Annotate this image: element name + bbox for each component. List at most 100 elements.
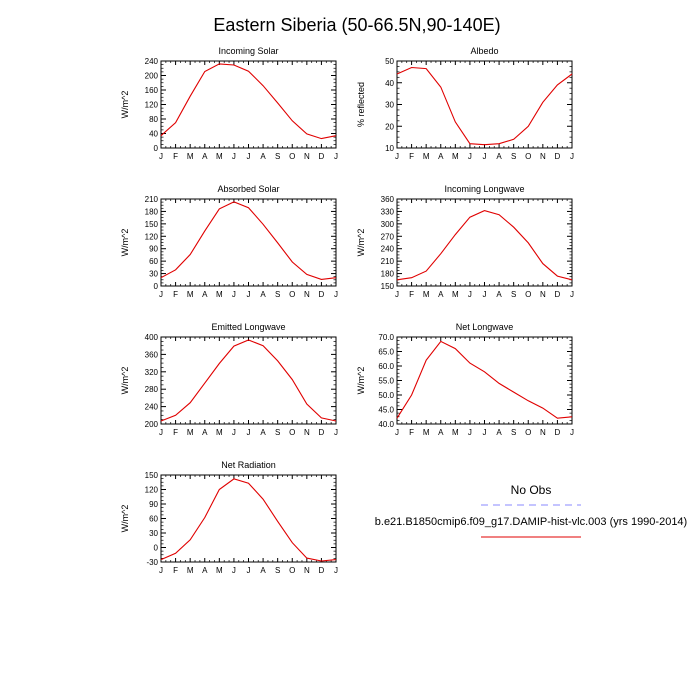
y-tick-label: 30 — [385, 101, 394, 110]
y-axis-label: W/m^2 — [120, 367, 130, 395]
y-tick-label: 150 — [381, 282, 395, 291]
panel-title: Incoming Solar — [218, 46, 278, 56]
y-tick-label: 50 — [385, 57, 394, 66]
series-line — [396, 340, 573, 419]
x-tick-label: J — [159, 290, 163, 299]
x-tick-label: M — [216, 290, 223, 299]
x-tick-label: N — [304, 290, 310, 299]
x-tick-label: O — [289, 290, 295, 299]
y-tick-label: 240 — [145, 57, 159, 66]
y-tick-label: 200 — [145, 72, 159, 81]
y-tick-label: 10 — [385, 144, 394, 153]
y-tick-label: 300 — [381, 220, 395, 229]
x-tick-label: D — [555, 428, 561, 437]
series-line — [160, 339, 337, 422]
x-tick-label: J — [232, 152, 236, 161]
x-tick-label: F — [173, 290, 178, 299]
x-tick-label: A — [202, 152, 208, 161]
figure-title: Eastern Siberia (50-66.5N,90-140E) — [213, 15, 500, 35]
y-tick-label: 180 — [381, 270, 395, 279]
y-tick-label: 50.0 — [378, 391, 394, 400]
x-tick-label: M — [187, 152, 194, 161]
x-tick-label: J — [247, 290, 251, 299]
x-tick-label: J — [395, 290, 399, 299]
x-tick-label: S — [511, 428, 516, 437]
x-tick-label: J — [483, 428, 487, 437]
panel-title: Incoming Longwave — [444, 184, 524, 194]
plot-frame — [160, 198, 337, 287]
y-tick-label: 0 — [154, 544, 159, 553]
x-tick-label: M — [216, 152, 223, 161]
y-tick-label: 320 — [145, 368, 159, 377]
x-tick-label: M — [187, 428, 194, 437]
panel-title: Net Radiation — [221, 460, 276, 470]
x-tick-label: S — [511, 152, 516, 161]
x-tick-label: A — [260, 566, 266, 575]
y-tick-label: 0 — [154, 144, 159, 153]
x-tick-label: M — [452, 290, 459, 299]
x-tick-label: N — [540, 290, 546, 299]
y-tick-label: 20 — [385, 122, 394, 131]
y-axis-label: W/m^2 — [356, 229, 366, 257]
y-tick-label: 120 — [145, 486, 159, 495]
x-tick-label: F — [409, 428, 414, 437]
x-tick-label: A — [438, 152, 444, 161]
y-axis-label: W/m^2 — [356, 367, 366, 395]
y-axis-label: W/m^2 — [120, 229, 130, 257]
y-tick-label: 30 — [149, 529, 158, 538]
x-tick-label: J — [247, 428, 251, 437]
x-tick-label: A — [202, 428, 208, 437]
x-tick-label: D — [319, 290, 325, 299]
y-tick-label: 70.0 — [378, 333, 394, 342]
panel-title: Net Longwave — [456, 322, 514, 332]
x-tick-label: D — [319, 428, 325, 437]
y-axis-label: % reflected — [356, 82, 366, 127]
x-tick-label: J — [468, 290, 472, 299]
plot-frame — [396, 60, 573, 149]
x-tick-label: N — [540, 152, 546, 161]
y-tick-label: 30 — [149, 270, 158, 279]
panel-title: Absorbed Solar — [217, 184, 279, 194]
x-tick-label: N — [540, 428, 546, 437]
y-tick-label: 65.0 — [378, 348, 394, 357]
x-tick-label: O — [525, 152, 531, 161]
x-tick-label: A — [202, 290, 208, 299]
x-tick-label: J — [159, 428, 163, 437]
y-tick-label: 40 — [149, 130, 158, 139]
y-tick-label: 150 — [145, 471, 159, 480]
y-tick-label: 80 — [149, 115, 158, 124]
series-line — [396, 210, 573, 281]
x-tick-label: J — [395, 428, 399, 437]
x-tick-label: A — [438, 428, 444, 437]
x-tick-label: J — [334, 428, 338, 437]
y-tick-label: -30 — [146, 558, 158, 567]
y-axis-label: W/m^2 — [120, 91, 130, 119]
x-tick-label: N — [304, 566, 310, 575]
y-tick-label: 0 — [154, 282, 159, 291]
x-tick-label: A — [496, 152, 502, 161]
y-tick-label: 210 — [145, 195, 159, 204]
legend: No Obs b.e21.B1850cmip6.f09_g17.DAMIP-hi… — [375, 483, 687, 538]
y-tick-label: 200 — [145, 420, 159, 429]
x-tick-label: J — [468, 428, 472, 437]
x-tick-label: J — [334, 566, 338, 575]
x-tick-label: D — [319, 566, 325, 575]
x-tick-label: D — [319, 152, 325, 161]
x-tick-label: J — [159, 152, 163, 161]
x-tick-label: M — [423, 290, 430, 299]
x-tick-label: J — [334, 152, 338, 161]
series-line — [396, 66, 573, 146]
x-tick-label: O — [525, 428, 531, 437]
x-tick-label: A — [260, 152, 266, 161]
y-tick-label: 45.0 — [378, 406, 394, 415]
x-tick-label: J — [570, 290, 574, 299]
x-tick-label: A — [202, 566, 208, 575]
x-tick-label: M — [216, 428, 223, 437]
x-tick-label: M — [216, 566, 223, 575]
y-tick-label: 330 — [381, 207, 395, 216]
